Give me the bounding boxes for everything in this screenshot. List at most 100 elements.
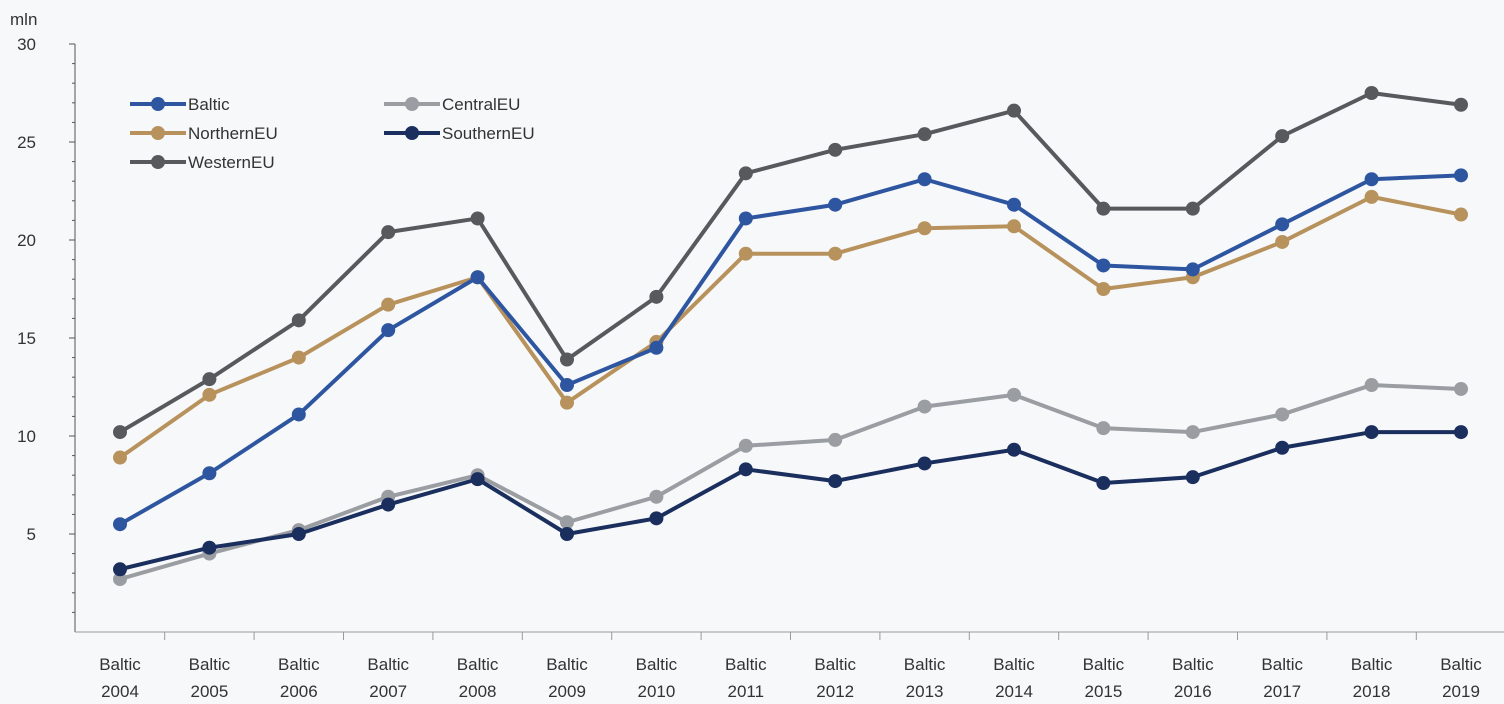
data-point-centraleu <box>113 572 127 587</box>
data-point-centraleu <box>1275 407 1290 422</box>
x-tick-label-line1: Baltic <box>1351 655 1393 674</box>
data-point-southerneu <box>917 456 932 471</box>
x-tick-label-line2: 2013 <box>906 682 944 701</box>
data-point-northerneu <box>1454 207 1468 222</box>
y-tick-label: 30 <box>17 35 36 54</box>
x-tick-label-line1: Baltic <box>1261 655 1303 674</box>
x-tick-label-line1: Baltic <box>457 655 499 674</box>
legend-item-baltic: Baltic <box>130 95 230 114</box>
data-point-baltic <box>202 466 217 481</box>
data-point-baltic <box>291 407 306 422</box>
x-tick-label-line2: 2019 <box>1442 682 1480 701</box>
x-tick-label-line2: 2017 <box>1263 682 1301 701</box>
x-tick-label-line1: Baltic <box>993 655 1035 674</box>
data-point-baltic <box>917 172 932 187</box>
legend-item-westerneu: WesternEU <box>130 153 275 172</box>
data-point-westerneu <box>738 166 753 181</box>
data-point-baltic <box>738 211 753 226</box>
data-point-northerneu <box>1275 234 1290 249</box>
data-point-northerneu <box>1007 219 1021 234</box>
data-point-westerneu <box>1096 201 1111 216</box>
data-point-centraleu <box>1364 378 1379 393</box>
legend-label: Baltic <box>188 95 230 114</box>
data-point-baltic <box>1096 258 1111 273</box>
data-point-northerneu <box>291 350 306 365</box>
data-point-baltic <box>649 340 664 355</box>
data-point-southerneu <box>202 540 217 555</box>
data-point-southerneu <box>1185 470 1200 485</box>
legend-swatch-marker <box>151 155 165 169</box>
data-point-westerneu <box>1364 86 1379 100</box>
data-point-westerneu <box>1454 97 1468 112</box>
data-point-centraleu <box>917 399 932 414</box>
data-point-westerneu <box>202 372 217 387</box>
data-point-westerneu <box>917 127 932 142</box>
x-tick-label-line1: Baltic <box>367 655 409 674</box>
data-point-southerneu <box>828 474 843 489</box>
series-westerneu <box>113 86 1468 440</box>
legend-label: WesternEU <box>188 153 275 172</box>
x-tick-label-line1: Baltic <box>904 655 946 674</box>
data-point-westerneu <box>470 211 485 226</box>
x-tick-label-line2: 2005 <box>190 682 228 701</box>
series-line-westerneu <box>118 91 1462 434</box>
data-point-southerneu <box>1007 442 1021 457</box>
series-northerneu <box>113 189 1468 465</box>
data-point-southerneu <box>470 472 485 487</box>
data-point-northerneu <box>202 387 217 402</box>
data-point-southerneu <box>1096 476 1111 491</box>
data-point-southerneu <box>291 527 306 541</box>
x-tick-label-line2: 2009 <box>548 682 586 701</box>
data-point-northerneu <box>560 395 574 410</box>
data-point-northerneu <box>113 450 127 465</box>
x-tick-label-line1: Baltic <box>189 655 231 674</box>
series-line-northerneu <box>118 194 1462 460</box>
data-point-baltic <box>470 270 485 285</box>
data-point-southerneu <box>649 511 664 526</box>
x-tick-label-line1: Baltic <box>725 655 767 674</box>
data-point-baltic <box>1185 262 1200 277</box>
data-point-baltic <box>381 323 396 338</box>
x-tick-label-line2: 2016 <box>1174 682 1212 701</box>
x-tick-label-line1: Baltic <box>814 655 856 674</box>
x-tick-label-line2: 2008 <box>459 682 497 701</box>
x-tick-label-line1: Baltic <box>99 655 141 674</box>
legend-swatch-marker <box>151 97 165 111</box>
legend-swatch-marker <box>151 126 165 140</box>
data-point-centraleu <box>738 438 753 453</box>
legend-label: SouthernEU <box>442 124 535 143</box>
data-point-baltic <box>560 378 574 393</box>
series-centraleu <box>113 378 1468 587</box>
legend-item-northerneu: NorthernEU <box>130 124 278 143</box>
data-point-westerneu <box>828 142 843 157</box>
x-tick-label-line2: 2012 <box>816 682 854 701</box>
x-tick-label-line1: Baltic <box>1083 655 1125 674</box>
data-point-baltic <box>1275 217 1290 232</box>
data-point-southerneu <box>738 462 753 477</box>
data-point-westerneu <box>1185 201 1200 216</box>
data-point-southerneu <box>560 527 574 541</box>
data-point-southerneu <box>113 562 127 577</box>
x-tick-label-line2: 2011 <box>728 682 765 701</box>
data-point-centraleu <box>1454 381 1468 396</box>
data-point-centraleu <box>649 489 664 504</box>
y-tick-label: 15 <box>17 329 36 348</box>
y-tick-label: 25 <box>17 133 36 152</box>
data-point-northerneu <box>381 297 396 312</box>
data-point-centraleu <box>1007 387 1021 402</box>
data-point-southerneu <box>381 497 396 512</box>
series-line-southerneu <box>119 430 1461 572</box>
data-point-centraleu <box>1096 421 1111 436</box>
y-tick-label: 20 <box>17 231 36 250</box>
x-tick-label-line2: 2007 <box>369 682 407 701</box>
y-unit-label: mln <box>10 10 37 29</box>
data-point-southerneu <box>1364 425 1379 440</box>
x-tick-label-line1: Baltic <box>1172 655 1214 674</box>
data-point-westerneu <box>560 352 574 367</box>
legend-swatch-marker <box>405 126 419 140</box>
y-tick-label: 5 <box>27 525 36 544</box>
legend: Baltic CentralEU NorthernEU SouthernEU Weste… <box>130 95 535 172</box>
data-point-northerneu <box>1096 282 1111 296</box>
x-tick-label-line2: 2010 <box>637 682 675 701</box>
